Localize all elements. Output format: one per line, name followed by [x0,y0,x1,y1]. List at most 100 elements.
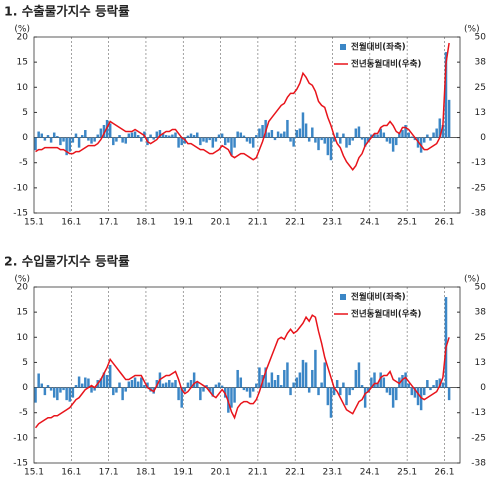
bar [354,128,358,138]
bar [90,137,93,144]
panel: 1. 수출물가지수 등락률 (%) (%) -15 -10 -5 0 5 10 15 20 -38 -2… [4,4,486,228]
x-tick-label: 18.1 [136,218,156,228]
bar [279,133,283,138]
y2-axis-label: (%) [464,275,480,285]
bar [127,381,131,388]
bar [155,131,159,138]
y2-tick-label: 0 [480,133,486,143]
bar [49,387,53,391]
bar [211,137,215,148]
bar [391,137,395,152]
bar [239,132,243,138]
x-tick-label: 21.1 [248,218,268,228]
bar [444,297,448,388]
bar [248,387,252,398]
bar [367,137,370,142]
bar [311,369,314,388]
bar [314,137,317,143]
bar [388,387,392,396]
bar [363,387,367,408]
bar [59,387,62,393]
bar [124,137,127,144]
bar [395,387,398,401]
bar [351,387,354,391]
x-tick-label: 24.1 [360,468,380,478]
bar [140,377,143,388]
x-tick-label: 17.1 [99,218,119,228]
bar [230,137,233,156]
bar [105,375,109,388]
bar [283,369,286,388]
bar [115,137,118,142]
bar [133,377,137,388]
bar [298,128,302,138]
bar [118,382,121,388]
bar [96,134,99,138]
bar [127,133,131,138]
bar [323,362,326,388]
bar [136,381,140,388]
bar [339,137,342,144]
x-tick-label: 21.1 [248,468,268,478]
bar [304,123,308,138]
legend-label: 전월대비(좌축) [351,292,406,303]
bar [329,137,333,161]
bar [189,380,193,388]
bar [242,135,246,138]
bar [71,387,75,398]
bar [289,387,292,396]
bar [99,128,103,138]
y-tick-label: 10 [17,333,29,343]
bar [379,372,382,388]
bar [164,382,168,388]
bar [426,134,429,138]
bar [183,387,187,392]
bar [426,380,429,388]
bar [317,387,320,396]
y2-tick-label: 13 [475,358,486,368]
y-tick-label: -5 [19,158,28,168]
bar [363,137,367,147]
bar [40,383,44,388]
bar [77,137,81,148]
bar [348,137,351,146]
bar [401,130,404,138]
bar [447,99,451,138]
bar [149,134,152,138]
bar [245,387,249,392]
panel: 2. 수입물가지수 등락률 (%) (%) -15 -10 -5 0 5 10 15 20 -38 -2… [4,254,486,478]
bar [217,134,221,138]
bar [192,372,196,388]
bar [68,387,72,402]
bar [367,387,370,393]
bar [124,387,127,392]
bar [202,387,205,392]
bar [326,137,330,156]
bar [143,131,146,138]
bar [220,385,224,388]
x-tick-label: 20.1 [211,468,231,478]
bar [152,137,155,140]
y2-tick-label: -25 [471,183,486,193]
bar [199,387,202,401]
y2-tick-label: 38 [475,308,487,318]
y-tick-label: -10 [13,183,28,193]
bar [186,382,190,388]
y-tick-label: 5 [22,108,28,118]
legend-swatch [340,44,346,50]
bar [292,137,295,147]
y-tick-label: -15 [13,209,28,219]
bar [295,130,298,138]
bar [74,133,78,138]
bar [87,137,90,141]
bar [174,132,177,138]
bar [214,137,218,142]
bar [130,380,134,388]
bar [71,137,75,143]
x-tick-label: 22.1 [285,468,305,478]
chart-title: 2. 수입물가지수 등락률 [4,254,130,269]
y2-tick-label: 25 [475,83,486,93]
bar [227,137,230,143]
